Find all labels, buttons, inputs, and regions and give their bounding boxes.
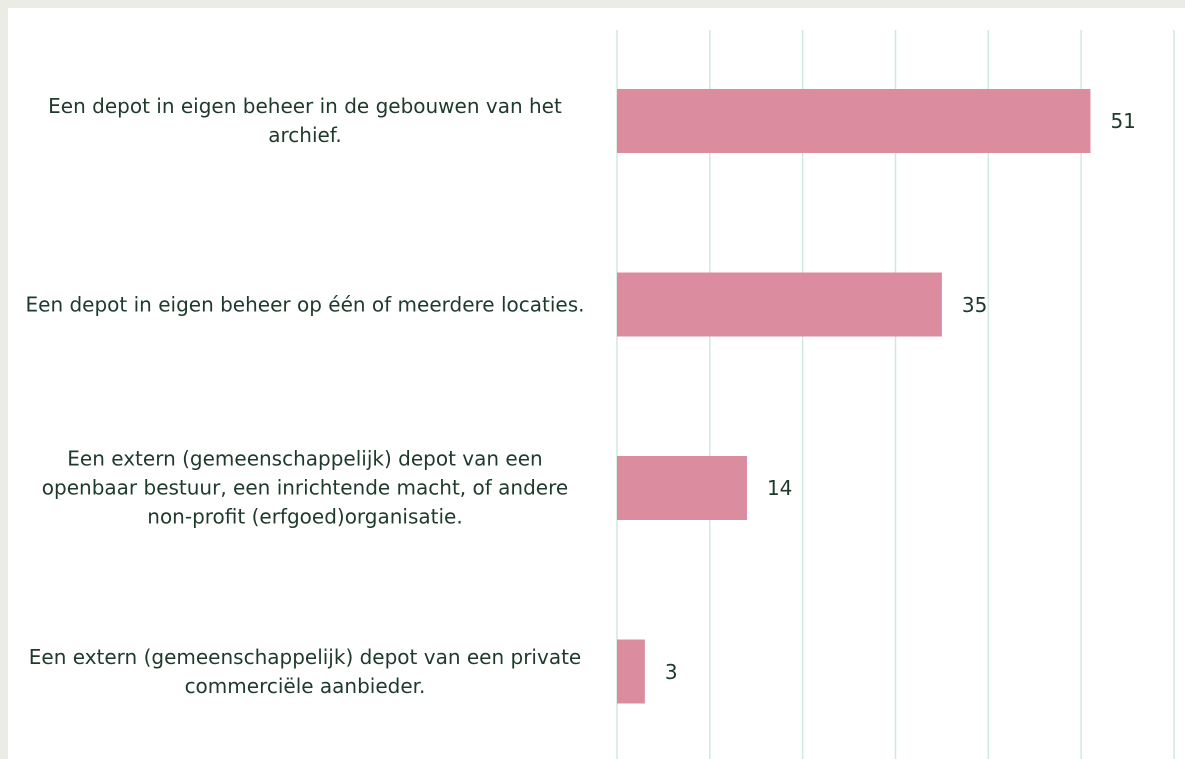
bar xyxy=(617,89,1091,153)
category-label: Een extern (gemeenschappelijk) depot van… xyxy=(41,446,569,529)
bar xyxy=(617,456,747,520)
category-label: Een depot in eigen beheer op één of meer… xyxy=(25,292,585,316)
value-label: 14 xyxy=(766,476,793,500)
value-label: 35 xyxy=(961,292,988,317)
value-label: 3 xyxy=(664,659,678,684)
bar xyxy=(617,272,942,337)
category-label: Een depot in eigen beheer in de gebouwen… xyxy=(48,94,562,147)
category-label: Een extern (gemeenschappelijk) depot van… xyxy=(28,644,582,698)
bar xyxy=(617,639,645,704)
value-label: 51 xyxy=(1110,109,1136,133)
